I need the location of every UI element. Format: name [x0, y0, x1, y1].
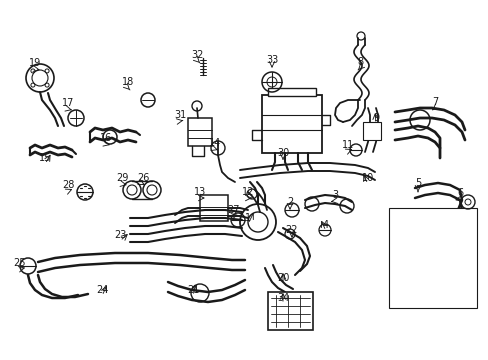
- Text: 24: 24: [96, 285, 108, 295]
- Text: 16: 16: [100, 133, 112, 143]
- Bar: [187, 118, 212, 146]
- Text: 2: 2: [286, 197, 292, 207]
- Text: 22: 22: [285, 225, 298, 235]
- Text: 18: 18: [122, 77, 134, 87]
- Text: 26: 26: [137, 173, 149, 183]
- Text: 8: 8: [356, 57, 362, 67]
- Text: 19: 19: [29, 58, 41, 68]
- Text: 4: 4: [322, 220, 328, 230]
- Text: 17: 17: [61, 98, 74, 108]
- Text: 11: 11: [341, 140, 353, 150]
- Bar: [267, 292, 312, 330]
- Bar: [200, 195, 227, 221]
- Text: 30: 30: [276, 148, 288, 158]
- Text: 1: 1: [244, 213, 250, 223]
- Text: 12: 12: [242, 187, 254, 197]
- Bar: [388, 208, 476, 308]
- Bar: [362, 122, 380, 140]
- Bar: [262, 95, 321, 153]
- Bar: [392, 212, 472, 304]
- Text: 9: 9: [372, 113, 378, 123]
- Text: 31: 31: [174, 110, 186, 120]
- Text: 10: 10: [361, 173, 373, 183]
- Text: 15: 15: [39, 153, 51, 163]
- Text: 21: 21: [186, 285, 199, 295]
- Text: 33: 33: [265, 55, 278, 65]
- Text: 34: 34: [276, 293, 288, 303]
- Text: 6: 6: [456, 188, 462, 198]
- Text: 32: 32: [191, 50, 204, 60]
- Text: 5: 5: [414, 178, 420, 188]
- Text: 14: 14: [208, 138, 221, 148]
- Bar: [267, 88, 315, 96]
- Text: 28: 28: [61, 180, 74, 190]
- Text: 7: 7: [431, 97, 437, 107]
- Text: 27: 27: [226, 205, 239, 215]
- Text: 23: 23: [114, 230, 126, 240]
- Text: 29: 29: [116, 173, 128, 183]
- Text: 13: 13: [193, 187, 206, 197]
- Text: 3: 3: [331, 190, 337, 200]
- Text: 20: 20: [276, 273, 288, 283]
- Text: 25: 25: [14, 258, 26, 268]
